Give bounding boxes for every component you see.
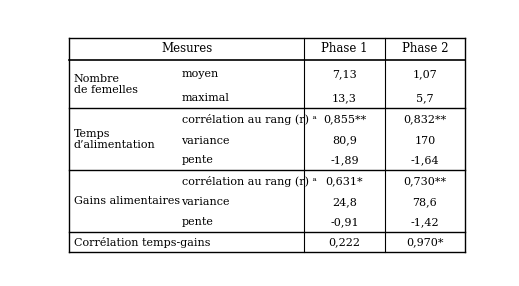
Text: 80,9: 80,9 (332, 136, 357, 146)
Text: moyen: moyen (182, 69, 219, 79)
Text: -1,89: -1,89 (330, 156, 359, 166)
Text: Phase 1: Phase 1 (321, 42, 367, 55)
Text: corrélation au rang (r) ᵃ: corrélation au rang (r) ᵃ (182, 114, 317, 125)
Text: Nombre
de femelles: Nombre de femelles (74, 74, 138, 95)
Text: Gains alimentaires: Gains alimentaires (74, 196, 180, 206)
Text: 13,3: 13,3 (332, 93, 357, 103)
Text: variance: variance (182, 197, 230, 207)
Text: 0,631*: 0,631* (325, 176, 363, 186)
Text: pente: pente (182, 156, 213, 166)
Text: maximal: maximal (182, 93, 229, 103)
Text: -0,91: -0,91 (330, 217, 359, 227)
Text: Phase 2: Phase 2 (402, 42, 448, 55)
Text: 0,855**: 0,855** (323, 114, 366, 124)
Text: Temps
d’alimentation: Temps d’alimentation (74, 129, 156, 150)
Text: -1,64: -1,64 (411, 156, 439, 166)
Text: 0,832**: 0,832** (403, 114, 446, 124)
Text: 0,222: 0,222 (329, 237, 360, 247)
Text: 1,07: 1,07 (413, 69, 437, 79)
Text: Corrélation temps-gains: Corrélation temps-gains (74, 237, 210, 248)
Text: 0,970*: 0,970* (406, 237, 444, 247)
Text: 7,13: 7,13 (332, 69, 357, 79)
Text: corrélation au rang (r) ᵃ: corrélation au rang (r) ᵃ (182, 176, 317, 187)
Text: 5,7: 5,7 (416, 93, 434, 103)
Text: 0,730**: 0,730** (403, 176, 446, 186)
Text: pente: pente (182, 217, 213, 227)
Text: Mesures: Mesures (161, 42, 212, 55)
Text: 24,8: 24,8 (332, 197, 357, 207)
Text: 170: 170 (414, 136, 435, 146)
Text: -1,42: -1,42 (411, 217, 439, 227)
Text: variance: variance (182, 136, 230, 146)
Text: 78,6: 78,6 (413, 197, 437, 207)
